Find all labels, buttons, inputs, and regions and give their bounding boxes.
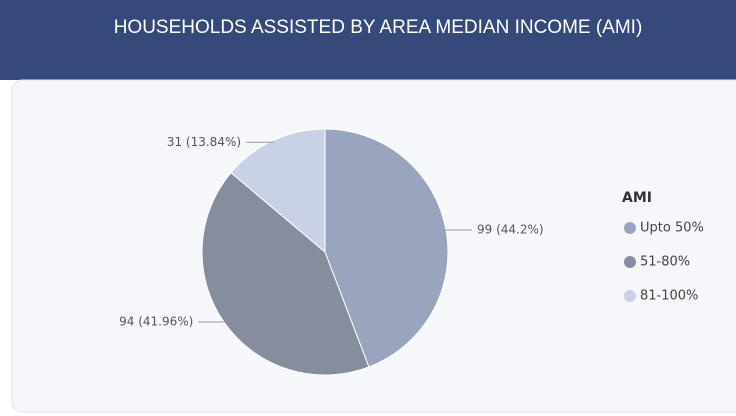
legend-swatch xyxy=(624,290,636,302)
pie-slice xyxy=(201,171,370,376)
data-label: 31 (13.84%) xyxy=(167,135,241,149)
legend-label: Upto 50% xyxy=(640,221,704,236)
pie-slice xyxy=(230,128,326,254)
chart-title: HOUSEHOLDS ASSISTED BY AREA MEDIAN INCOM… xyxy=(114,17,643,38)
legend-swatch xyxy=(624,256,636,268)
legend-label: 81-100% xyxy=(640,289,698,304)
data-label: 99 (44.2%) xyxy=(477,223,544,237)
data-label: 94 (41.96%) xyxy=(119,315,193,329)
legend-swatch xyxy=(624,222,636,234)
legend-label: 51-80% xyxy=(640,255,690,270)
legend-title: AMI xyxy=(622,190,652,206)
header-band xyxy=(0,0,736,80)
